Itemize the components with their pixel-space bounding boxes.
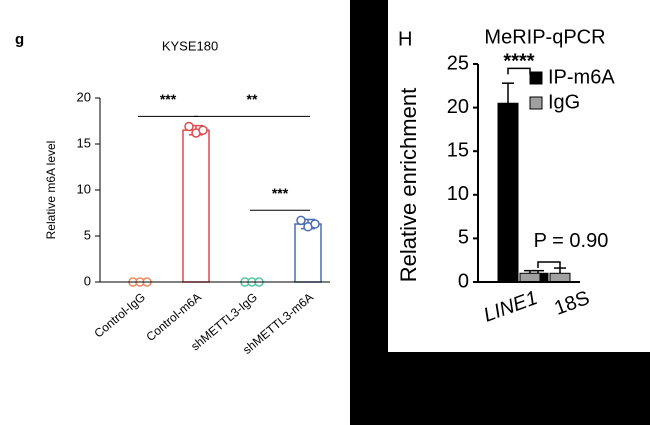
y-axis-label: Relative m6A level [44, 141, 58, 240]
y-tick-label: 10 [447, 183, 469, 205]
y-tick-label: 0 [458, 270, 469, 292]
data-point [184, 121, 194, 132]
legend-label: IgG [548, 91, 580, 113]
data-point [198, 125, 208, 135]
y-tick-label: 0 [84, 273, 91, 288]
bar [519, 272, 541, 283]
legend-swatch [529, 71, 543, 85]
legend-swatch [529, 96, 543, 110]
data-point [296, 215, 306, 226]
bar [182, 129, 210, 283]
legend-label: IP-m6A [548, 66, 615, 88]
y-tick-label: 15 [447, 139, 469, 161]
significance-label: *** [272, 185, 289, 201]
chart-title: MeRIP-qPCR [484, 26, 605, 48]
y-tick-label: 10 [77, 181, 91, 196]
y-tick-label: 5 [84, 227, 91, 242]
y-tick-label: 5 [458, 227, 469, 249]
panel-label: g [15, 31, 24, 48]
y-tick-label: 20 [77, 89, 91, 104]
x-tick-label: Control-IgG [91, 290, 148, 341]
panel-h-background [388, 0, 650, 352]
significance-label: P = 0.90 [534, 230, 609, 252]
significance-bracket [507, 67, 531, 75]
significance-label: **** [503, 51, 534, 73]
significance-bracket [537, 261, 561, 268]
y-axis-label: Relative enrichment [396, 88, 421, 282]
data-point [310, 219, 320, 229]
significance-label: *** [160, 91, 177, 107]
significance-label: ** [247, 91, 258, 107]
bar [294, 223, 322, 283]
y-tick-label: 15 [77, 135, 91, 150]
y-tick-label: 25 [447, 52, 469, 74]
bar [549, 272, 571, 283]
y-tick-label: 20 [447, 96, 469, 118]
chart-title: KYSE180 [162, 38, 218, 53]
panel-label: H [398, 28, 412, 50]
bar [497, 102, 519, 283]
